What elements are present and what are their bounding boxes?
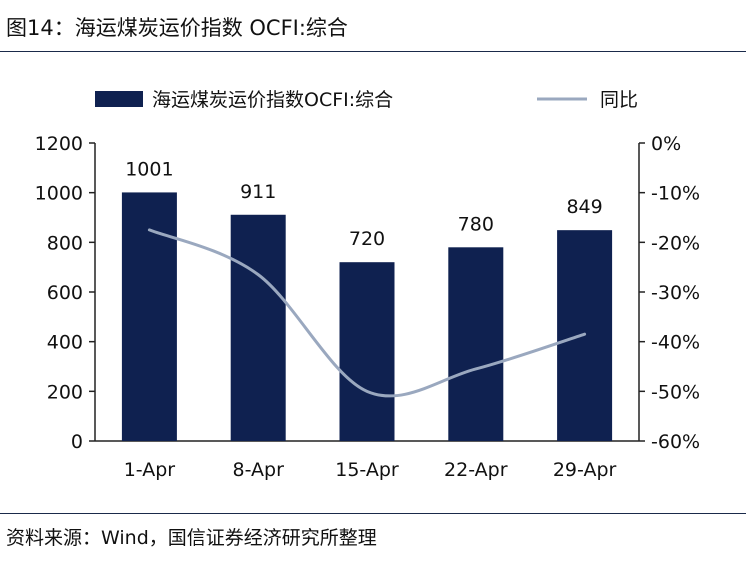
right-tick-label: -30%: [651, 282, 700, 304]
legend-line-label: 同比: [600, 89, 638, 111]
x-tick-label: 1-Apr: [124, 459, 176, 481]
right-tick-label: -60%: [651, 431, 700, 453]
x-tick-label: 22-Apr: [444, 459, 508, 481]
left-tick-label: 400: [47, 332, 83, 354]
left-tick-label: 1000: [35, 183, 83, 205]
left-tick-label: 1200: [35, 133, 83, 155]
bar: [121, 192, 177, 441]
right-tick-label: -50%: [651, 381, 700, 403]
bar: [339, 262, 395, 441]
bar-data-label: 849: [566, 196, 602, 218]
left-tick-label: 800: [47, 232, 83, 254]
bar-data-label: 1001: [125, 158, 173, 180]
right-tick-label: -10%: [651, 183, 700, 205]
bar-data-label: 720: [349, 228, 385, 250]
yoy-line: [147, 228, 587, 398]
legend-bar-swatch: [95, 91, 143, 107]
left-tick-label: 200: [47, 381, 83, 403]
legend-bar-label: 海运煤炭运价指数OCFI:综合: [152, 89, 393, 111]
x-tick-label: 8-Apr: [232, 459, 284, 481]
right-tick-label: 0%: [651, 133, 681, 155]
bottom-rule: [0, 513, 746, 514]
x-tick-label: 15-Apr: [335, 459, 399, 481]
bar: [230, 214, 286, 441]
bar-data-label: 911: [240, 181, 276, 203]
figure-title: 图14：海运煤炭运价指数 OCFI:综合: [6, 16, 348, 40]
x-tick-label: 29-Apr: [553, 459, 617, 481]
bar-data-label: 780: [458, 213, 494, 235]
source-note: 资料来源：Wind，国信证券经济研究所整理: [6, 527, 377, 549]
left-tick-label: 600: [47, 282, 83, 304]
bar: [448, 247, 504, 441]
left-tick-label: 0: [71, 431, 83, 453]
right-tick-label: -20%: [651, 232, 700, 254]
top-rule: [0, 51, 746, 52]
right-tick-label: -40%: [651, 332, 700, 354]
